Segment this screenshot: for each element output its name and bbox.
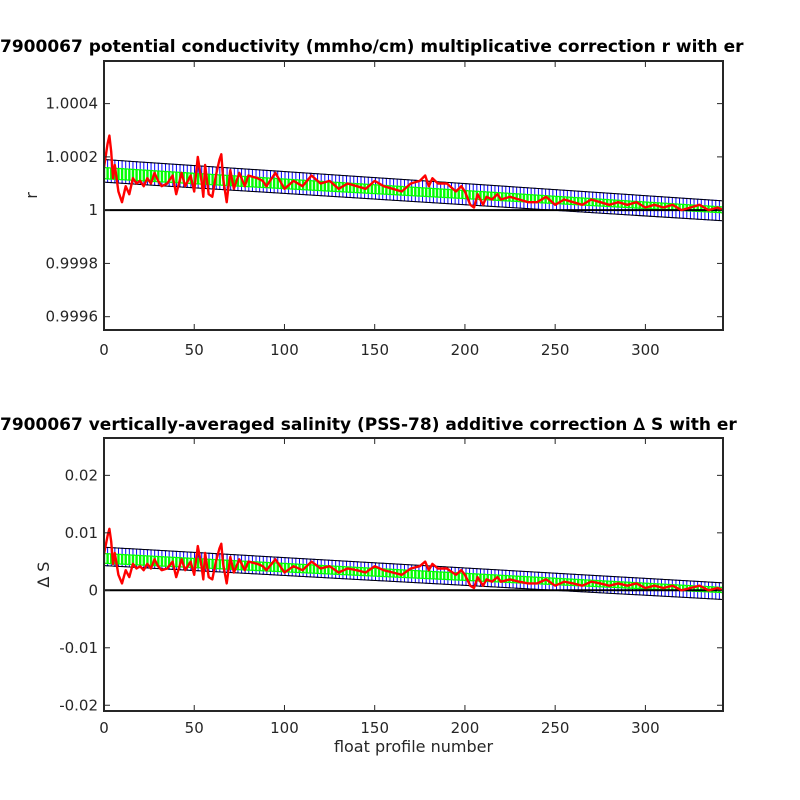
x-tick-label: 250 <box>541 719 570 737</box>
profile-series-line <box>104 527 723 592</box>
profile-series-line <box>104 134 723 212</box>
axes-frame <box>103 437 724 712</box>
y-tick-label: 0.01 <box>65 524 98 542</box>
x-tick-label: 200 <box>451 341 480 359</box>
y-axis-label: ∆ S <box>34 562 53 589</box>
y-tick-label: 0.02 <box>65 466 98 484</box>
y-tick-label: 0.9998 <box>46 254 99 272</box>
y-tick-label: 1.0004 <box>46 95 99 113</box>
axes-frame <box>103 60 724 331</box>
chart-title: 7900067 potential conductivity (mmho/cm)… <box>0 37 744 57</box>
plot-area <box>104 438 723 711</box>
x-tick-label: 250 <box>541 341 570 359</box>
x-tick-label: 0 <box>99 341 109 359</box>
x-tick-label: 150 <box>360 341 389 359</box>
plot-content <box>104 134 723 222</box>
x-tick-label: 300 <box>631 719 660 737</box>
fit-error-upper-line <box>104 546 723 584</box>
y-tick-label: -0.02 <box>59 696 98 714</box>
x-tick-label: 0 <box>99 719 109 737</box>
x-axis-label: float profile number <box>334 737 494 756</box>
y-tick-label: 0.9996 <box>46 308 99 326</box>
y-axis-label: r <box>22 192 41 199</box>
y-tick-label: -0.01 <box>59 639 98 657</box>
x-tick-label: 150 <box>360 719 389 737</box>
x-tick-label: 300 <box>631 341 660 359</box>
x-tick-label: 100 <box>270 341 299 359</box>
chart-salinity-correction: 0 50 100 150 200 250 300 -0.02 -0.01 0 0.01 0.02 ∆ S… <box>0 415 737 756</box>
fit-error-upper-line <box>104 159 723 202</box>
y-tick-label: 1.0002 <box>46 148 99 166</box>
x-tick-label: 50 <box>185 341 204 359</box>
x-tick-label: 50 <box>185 719 204 737</box>
x-tick-label: 100 <box>270 719 299 737</box>
chart-title: 7900067 vertically-averaged salinity (PS… <box>0 415 737 435</box>
y-tick-label: 0 <box>88 581 98 599</box>
x-tick-label: 200 <box>451 719 480 737</box>
y-tick-label: 1 <box>88 201 98 219</box>
chart-conductivity-correction: 0 50 100 150 200 250 300 0.9996 0.9998 1 1.0002 1.0… <box>0 37 744 359</box>
